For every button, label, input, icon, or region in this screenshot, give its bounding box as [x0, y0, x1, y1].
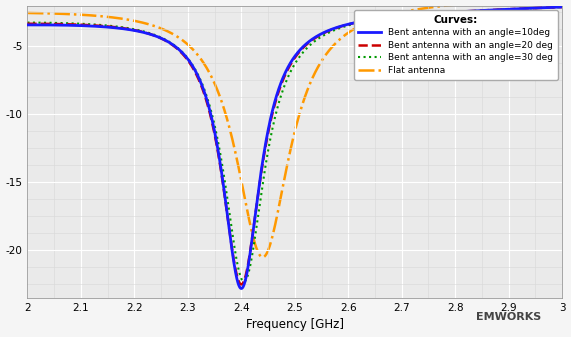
Bent antenna with an angle=20 deg — [543, 6, 550, 10]
Bent antenna with an angle=10deg — [238, 286, 245, 290]
Flat antenna — [259, 255, 266, 259]
Bent antenna with an angle=20 deg — [445, 10, 452, 14]
Bent antenna with an angle=30 deg — [558, 5, 565, 9]
Flat antenna — [445, 3, 452, 7]
Bent antenna with an angle=20 deg — [284, 68, 291, 72]
Bent antenna with an angle=10deg — [51, 23, 58, 27]
Bent antenna with an angle=10deg — [24, 23, 31, 27]
Flat antenna — [51, 11, 58, 16]
Bent antenna with an angle=20 deg — [24, 22, 31, 26]
Bent antenna with an angle=10deg — [558, 5, 565, 9]
Bent antenna with an angle=20 deg — [558, 5, 565, 9]
Flat antenna — [270, 230, 277, 234]
Bent antenna with an angle=30 deg — [51, 21, 58, 25]
Bent antenna with an angle=10deg — [543, 6, 550, 10]
Bent antenna with an angle=30 deg — [284, 76, 291, 80]
Flat antenna — [24, 11, 31, 15]
Bent antenna with an angle=30 deg — [543, 6, 550, 10]
Bent antenna with an angle=10deg — [544, 6, 550, 10]
Bent antenna with an angle=10deg — [284, 66, 291, 70]
Bent antenna with an angle=20 deg — [544, 6, 550, 10]
Legend: Bent antenna with an angle=10deg, Bent antenna with an angle=20 deg, Bent antenn: Bent antenna with an angle=10deg, Bent a… — [354, 10, 558, 80]
Bent antenna with an angle=30 deg — [544, 6, 550, 10]
Bent antenna with an angle=20 deg — [51, 22, 58, 26]
Flat antenna — [284, 161, 291, 165]
Line: Bent antenna with an angle=20 deg: Bent antenna with an angle=20 deg — [27, 7, 562, 284]
Bent antenna with an angle=30 deg — [240, 280, 247, 284]
Bent antenna with an angle=10deg — [270, 104, 277, 109]
Bent antenna with an angle=30 deg — [270, 122, 277, 126]
Bent antenna with an angle=20 deg — [238, 282, 245, 286]
Bent antenna with an angle=30 deg — [24, 21, 31, 25]
Line: Bent antenna with an angle=10deg: Bent antenna with an angle=10deg — [27, 7, 562, 288]
Bent antenna with an angle=30 deg — [445, 10, 452, 14]
Bent antenna with an angle=20 deg — [270, 107, 277, 111]
Line: Bent antenna with an angle=30 deg: Bent antenna with an angle=30 deg — [27, 7, 562, 282]
X-axis label: Frequency [GHz]: Frequency [GHz] — [246, 318, 344, 332]
Line: Flat antenna: Flat antenna — [27, 0, 562, 257]
Text: EMWORKS: EMWORKS — [476, 312, 541, 322]
Bent antenna with an angle=10deg — [445, 10, 452, 14]
